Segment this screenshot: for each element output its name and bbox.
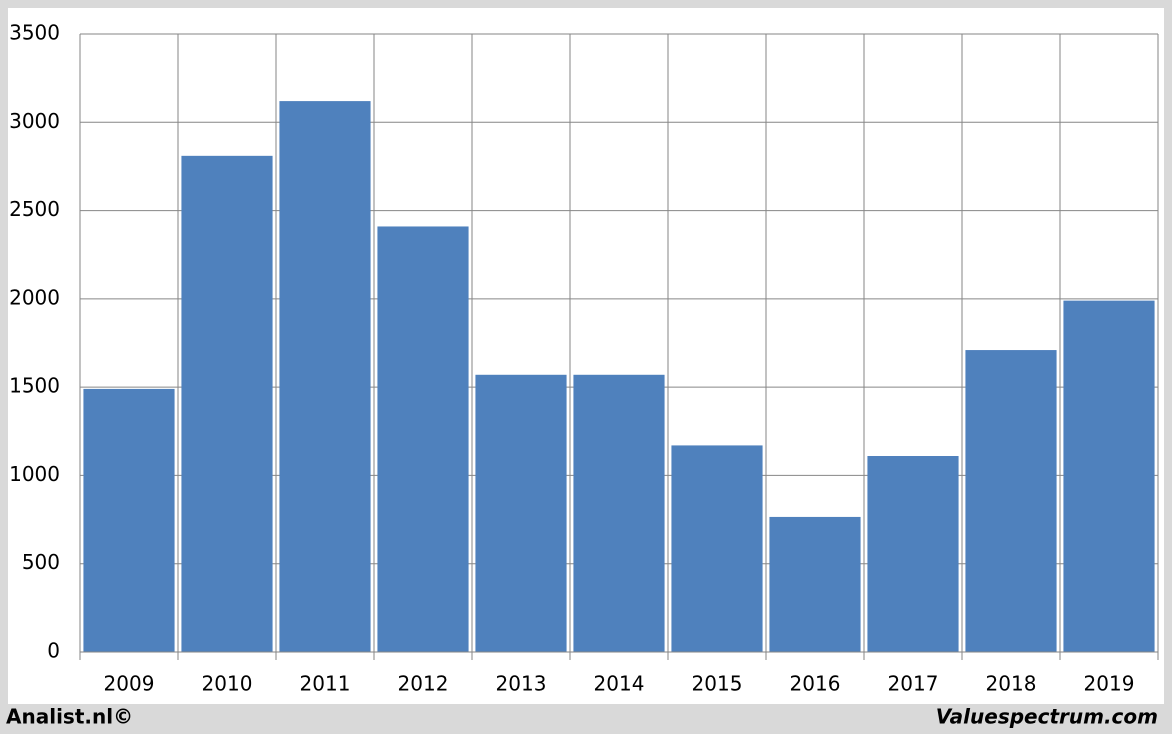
bar xyxy=(769,516,861,652)
bar xyxy=(181,155,273,652)
bar xyxy=(83,388,175,652)
bar xyxy=(867,456,959,652)
x-tick-label: 2014 xyxy=(594,672,645,696)
bar xyxy=(671,445,763,652)
x-tick-label: 2017 xyxy=(888,672,939,696)
credit-right: Valuespectrum.com xyxy=(936,705,1158,729)
y-tick-label: 1000 xyxy=(9,462,60,486)
bar xyxy=(279,101,371,652)
x-tick-label: 2013 xyxy=(496,672,547,696)
bar xyxy=(377,226,469,652)
y-tick-label: 2000 xyxy=(9,285,60,309)
x-tick-label: 2015 xyxy=(692,672,743,696)
bar xyxy=(965,350,1057,652)
x-tick-label: 2019 xyxy=(1084,672,1135,696)
y-tick-label: 3000 xyxy=(9,109,60,133)
x-tick-label: 2011 xyxy=(300,672,351,696)
credit-left: Analist.nl© xyxy=(6,705,133,729)
x-tick-label: 2018 xyxy=(986,672,1037,696)
bar xyxy=(1063,300,1155,652)
y-tick-label: 0 xyxy=(47,639,60,663)
y-tick-label: 2500 xyxy=(9,197,60,221)
y-tick-label: 1500 xyxy=(9,374,60,398)
y-tick-label: 3500 xyxy=(9,21,60,45)
x-tick-label: 2016 xyxy=(790,672,841,696)
x-tick-label: 2010 xyxy=(202,672,253,696)
bar xyxy=(573,374,665,652)
x-tick-label: 2012 xyxy=(398,672,449,696)
bar xyxy=(475,374,567,652)
x-tick-label: 2009 xyxy=(104,672,155,696)
y-tick-label: 500 xyxy=(22,550,60,574)
